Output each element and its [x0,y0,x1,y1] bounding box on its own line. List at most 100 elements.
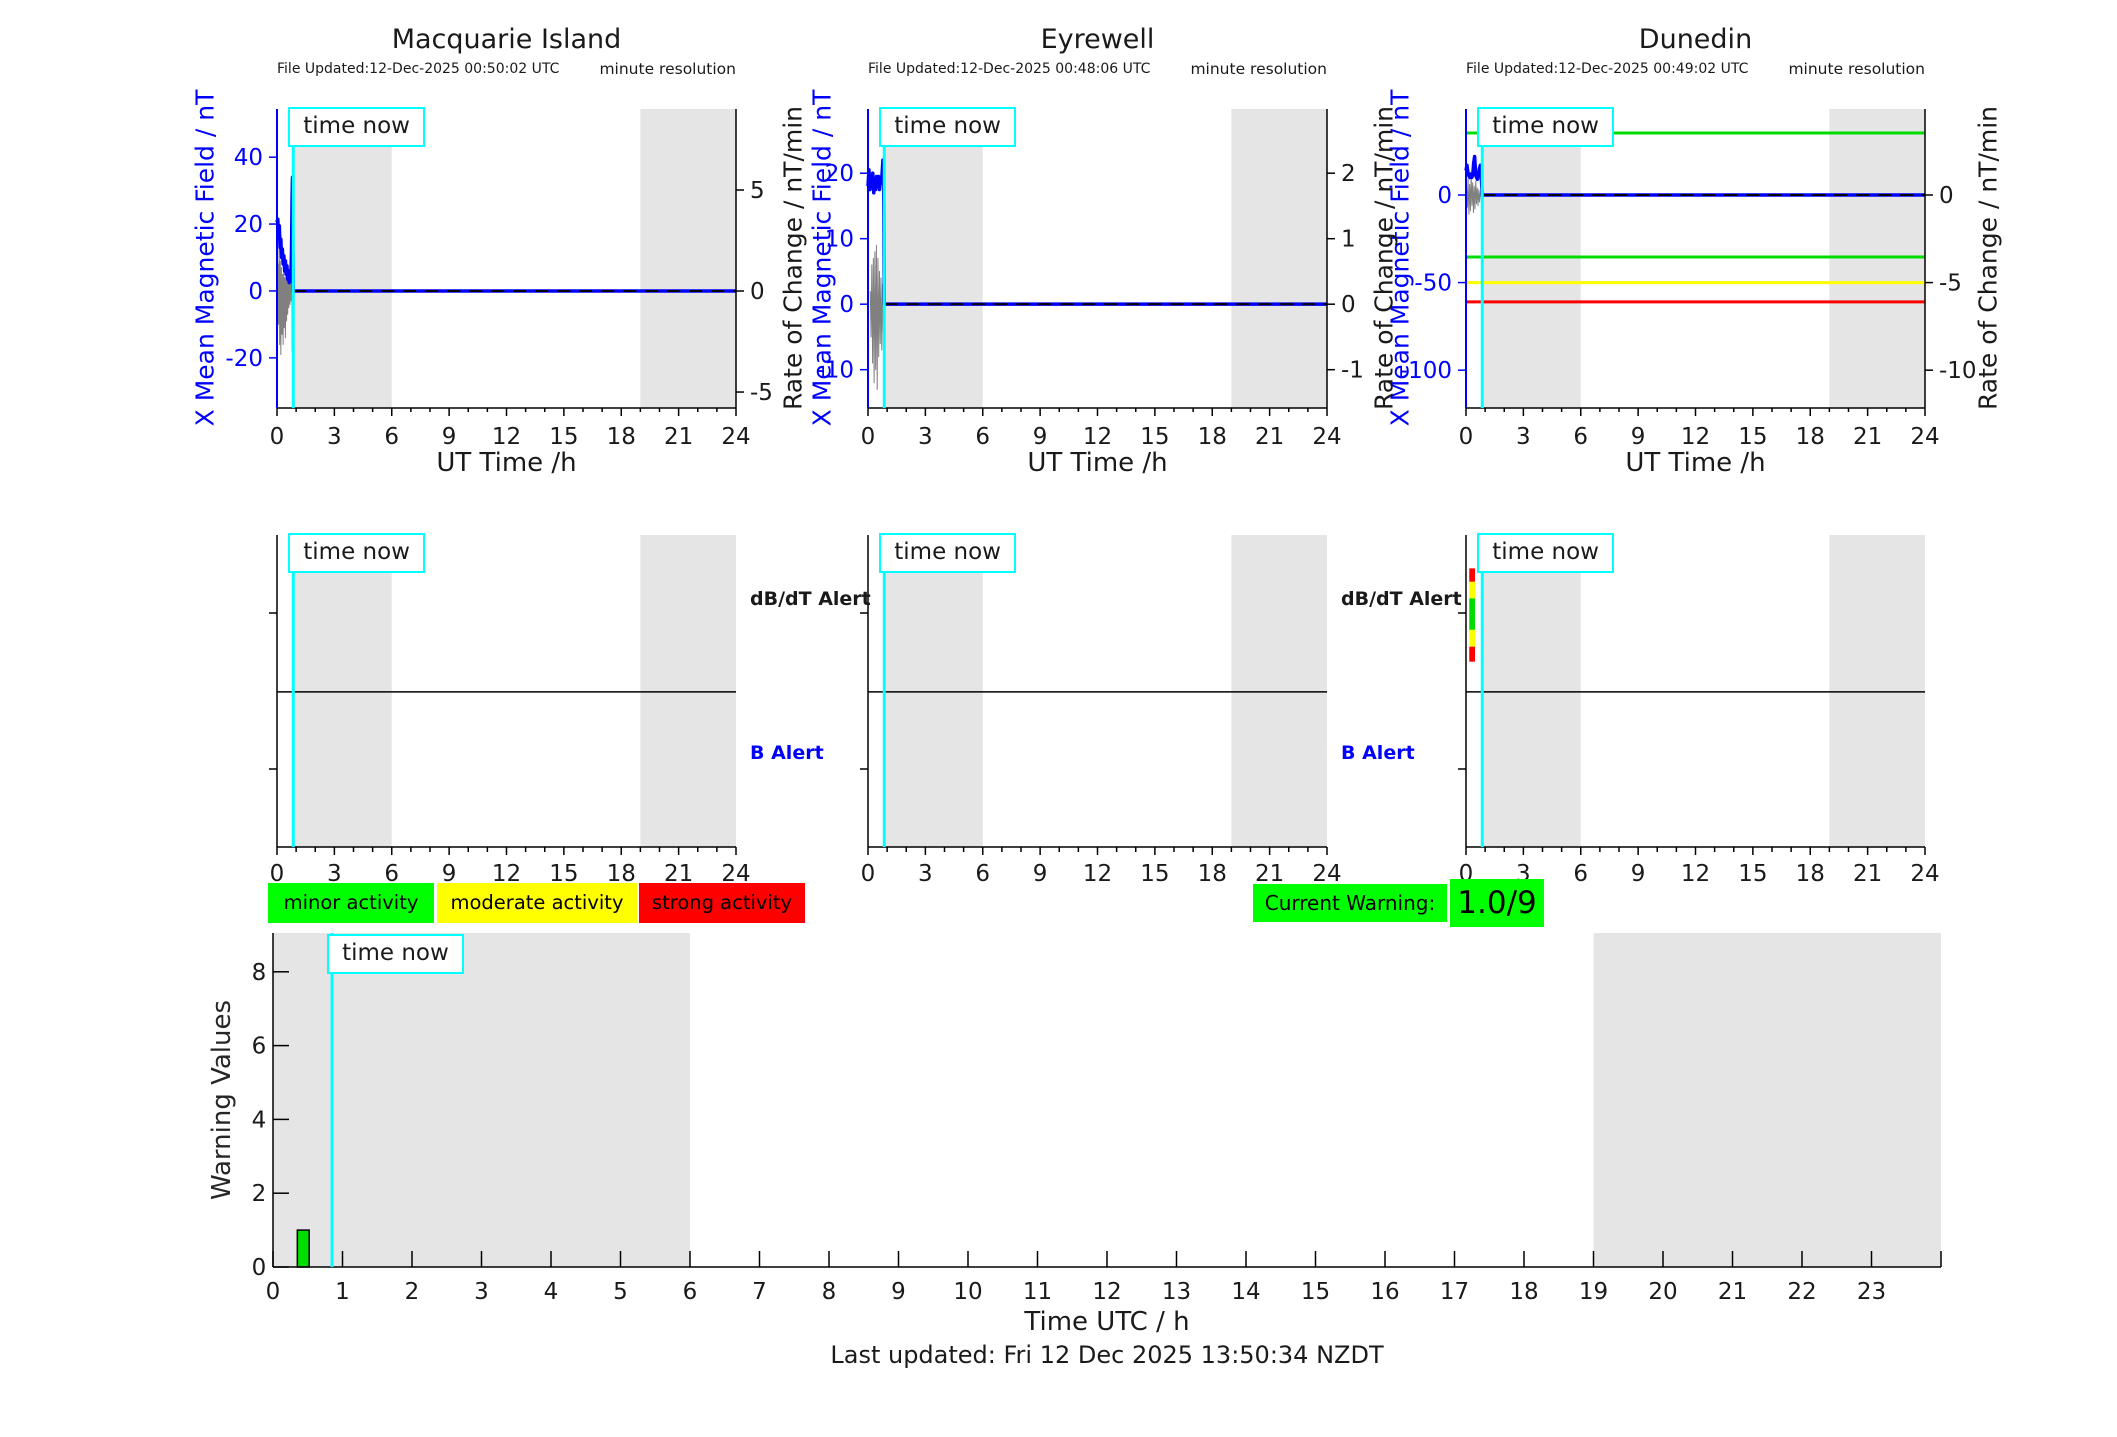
x-tick-label: 7 [752,1279,767,1305]
x-axis-label-dunedin: UT Time /h [1625,448,1766,478]
x-tick-label: 12 [1092,1279,1121,1305]
alert-activity-segment [1469,629,1475,647]
y-tick-label: 8 [252,960,267,986]
x-tick-label: 24 [1312,861,1341,887]
x-tick-label: 8 [822,1279,837,1305]
night-shading [640,109,736,408]
x-tick-label: 6 [384,424,399,450]
left-tick-label: -10 [816,358,854,384]
station-title-dunedin: Dunedin [1638,24,1753,55]
x-tick-label: 17 [1440,1279,1469,1305]
left-tick-label: 0 [248,279,263,305]
dbdt-alert-label-macquarie: dB/dT Alert [750,588,871,610]
right-tick-label: -10 [1939,358,1977,384]
x-tick-label: 15 [549,861,578,887]
file-updated-dunedin: File Updated:12-Dec-2025 00:49:02 UTC [1466,61,1749,77]
alert-activity-segment [1469,581,1475,599]
x-tick-label: 24 [1312,424,1341,450]
night-shading [1482,535,1581,847]
right-tick-label: 2 [1341,161,1356,187]
x-tick-label: 16 [1370,1279,1399,1305]
warning-value-bar [296,1229,310,1268]
y-axis-label-rate-eyrewell: Rate of Change / nT/min [1369,105,1399,411]
x-tick-label: 18 [1796,424,1825,450]
current-warning-label: Current Warning: [1253,884,1447,922]
rate-noise-line [1466,175,1483,215]
x-tick-label: 3 [918,424,933,450]
right-tick-label: -5 [750,380,773,406]
x-tick-label: 21 [1255,424,1284,450]
x-tick-label: 18 [1198,861,1227,887]
x-tick-label: 10 [953,1279,982,1305]
x-tick-label: 0 [1459,424,1474,450]
x-tick-label: 6 [1573,861,1588,887]
b-alert-label-eyrewell: B Alert [1341,742,1415,764]
y-axis-label-field-eyrewell: X Mean Magnetic Field / nT [807,89,837,427]
x-tick-label: 21 [664,861,693,887]
x-tick-label: 12 [1083,424,1112,450]
last-updated-text: Last updated: Fri 12 Dec 2025 13:50:34 N… [830,1341,1384,1369]
resolution-note-eyrewell: minute resolution [1190,60,1327,78]
x-tick-label: 6 [683,1279,698,1305]
x-tick-label: 24 [1910,424,1939,450]
x-tick-label: 15 [1738,424,1767,450]
resolution-note-dunedin: minute resolution [1788,60,1925,78]
b-alert-label-macquarie: B Alert [750,742,824,764]
x-tick-label: 0 [266,1279,281,1305]
x-axis-label-bottom: Time UTC / h [1024,1307,1190,1337]
x-tick-label: 0 [861,424,876,450]
x-tick-label: 6 [1573,424,1588,450]
x-tick-label: 1 [335,1279,350,1305]
left-tick-label: 20 [825,161,854,187]
file-updated-eyrewell: File Updated:12-Dec-2025 00:48:06 UTC [868,61,1151,77]
x-tick-label: 9 [1631,861,1646,887]
x-tick-label: 12 [1681,861,1710,887]
resolution-note-macquarie: minute resolution [599,60,736,78]
x-tick-label: 21 [1718,1279,1747,1305]
x-tick-label: 15 [1738,861,1767,887]
rate-noise-line [869,244,885,390]
time-now-flag: time now [288,533,425,573]
x-tick-label: 4 [544,1279,559,1305]
station-title-eyrewell: Eyrewell [1040,24,1155,55]
y-tick-label: 0 [252,1255,267,1281]
y-tick-label: 4 [252,1107,267,1133]
night-shading [884,535,983,847]
left-tick-label: 10 [825,227,854,253]
x-tick-label: 3 [918,861,933,887]
x-tick-label: 18 [1509,1279,1538,1305]
x-tick-label: 3 [474,1279,489,1305]
x-tick-label: 9 [1033,861,1048,887]
x-tick-label: 0 [861,861,876,887]
x-tick-label: 6 [975,861,990,887]
x-tick-label: 15 [1301,1279,1330,1305]
y-tick-label: 2 [252,1181,267,1207]
right-tick-label: 5 [750,178,765,204]
x-tick-label: 21 [1853,424,1882,450]
x-tick-label: 18 [607,861,636,887]
x-tick-label: 13 [1162,1279,1191,1305]
x-tick-label: 6 [975,424,990,450]
x-tick-label: 9 [442,424,457,450]
x-tick-label: 9 [891,1279,906,1305]
y-tick-label: 6 [252,1034,267,1060]
legend-strong-activity: strong activity [639,883,805,923]
night-shading [1231,109,1327,408]
x-tick-label: 24 [1910,861,1939,887]
current-warning-value: 1.0/9 [1450,879,1544,927]
x-tick-label: 18 [607,424,636,450]
x-tick-label: 14 [1231,1279,1260,1305]
x-tick-label: 9 [1033,424,1048,450]
x-axis-label-macquarie: UT Time /h [436,448,577,478]
night-shading [293,109,392,408]
file-updated-macquarie: File Updated:12-Dec-2025 00:50:02 UTC [277,61,560,77]
right-tick-label: 0 [1341,292,1356,318]
alert-activity-segment [1469,646,1475,662]
alert-activity-segment [1469,598,1475,630]
x-tick-label: 21 [664,424,693,450]
x-tick-label: 11 [1023,1279,1052,1305]
x-tick-label: 12 [492,861,521,887]
left-tick-label: 40 [234,145,263,171]
time-now-flag: time now [1477,107,1614,147]
